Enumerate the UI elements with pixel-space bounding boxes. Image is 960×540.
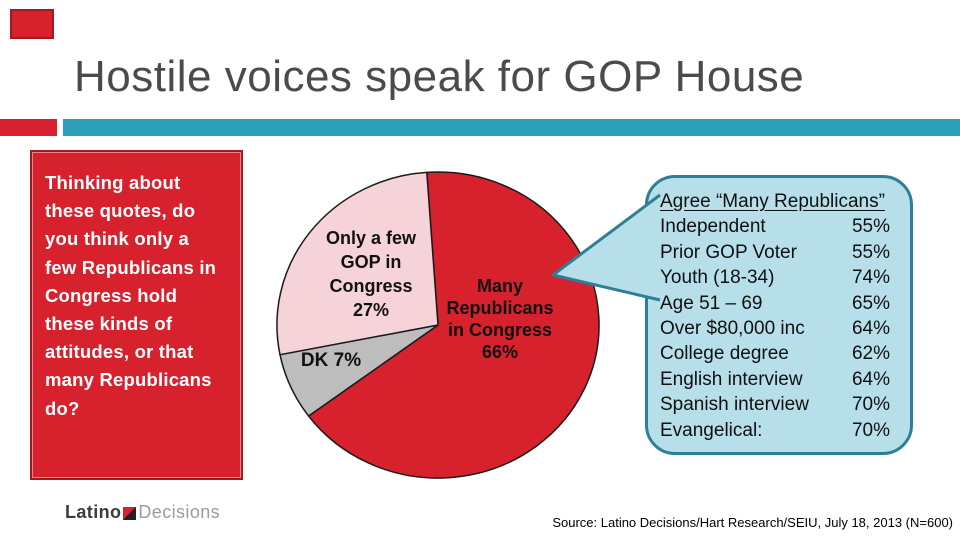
- source-citation: Source: Latino Decisions/Hart Research/S…: [552, 515, 953, 530]
- callout-row-value: 70%: [851, 419, 890, 441]
- callout-row-label: College degree: [660, 343, 789, 365]
- divider-bar-teal: [63, 119, 960, 136]
- logo: Latino Decisions: [65, 502, 220, 523]
- accent-square: [10, 9, 54, 39]
- callout-row-label: English interview: [660, 368, 803, 390]
- callout-row: Spanish interview 70%: [660, 392, 890, 417]
- callout-row: Age 51 – 69 65%: [660, 291, 890, 316]
- callout-row-label: Over $80,000 inc: [660, 318, 805, 340]
- slide-title: Hostile voices speak for GOP House: [74, 52, 805, 101]
- callout-row-value: 65%: [851, 292, 890, 314]
- callout-header: Agree “Many Republicans”: [660, 191, 885, 212]
- pie-label-many: Many Republicans in Congress 66%: [446, 276, 554, 362]
- callout-tail: [551, 193, 661, 302]
- callout-row-label: Independent: [660, 216, 766, 238]
- callout-row-label: Prior GOP Voter: [660, 241, 797, 263]
- question-box: Thinking about these quotes, do you thin…: [30, 150, 243, 480]
- callout-row: Evangelical: 70%: [660, 418, 890, 443]
- callout-row: College degree 62%: [660, 341, 890, 366]
- logo-decisions-text: Decisions: [138, 502, 221, 522]
- callout-row-value: 74%: [851, 267, 890, 289]
- callout-row: Prior GOP Voter 55%: [660, 240, 890, 265]
- callout-row-label: Age 51 – 69: [660, 292, 763, 314]
- callout-row: Youth (18-34) 74%: [660, 265, 890, 290]
- callout-row-value: 64%: [851, 368, 890, 390]
- callout-row-value: 55%: [851, 241, 890, 263]
- callout-bubble: Agree “Many Republicans” Independent 55%…: [645, 175, 913, 455]
- callout-row-value: 55%: [851, 216, 890, 238]
- callout-row-value: 64%: [851, 318, 890, 340]
- callout-row-label: Spanish interview: [660, 394, 809, 416]
- callout-row: Over $80,000 inc 64%: [660, 316, 890, 341]
- callout-row: Independent 55%: [660, 214, 890, 239]
- callout-row-value: 70%: [851, 394, 890, 416]
- pie-label-few: Only a few GOP in Congress 27%: [325, 228, 417, 320]
- pie-slice-many: [307, 171, 600, 479]
- callout-row: English interview 64%: [660, 367, 890, 392]
- pie-slice-few: [276, 171, 439, 356]
- callout-row-label: Youth (18-34): [660, 267, 775, 289]
- question-text: Thinking about these quotes, do you thin…: [45, 172, 217, 419]
- pie-label-dk: DK 7%: [300, 350, 362, 371]
- logo-latino-text: Latino: [65, 502, 122, 522]
- divider-bar-red: [0, 119, 57, 136]
- logo-mark-icon: [123, 506, 137, 520]
- callout-row-value: 62%: [851, 343, 890, 365]
- callout-row-label: Evangelical:: [660, 419, 763, 441]
